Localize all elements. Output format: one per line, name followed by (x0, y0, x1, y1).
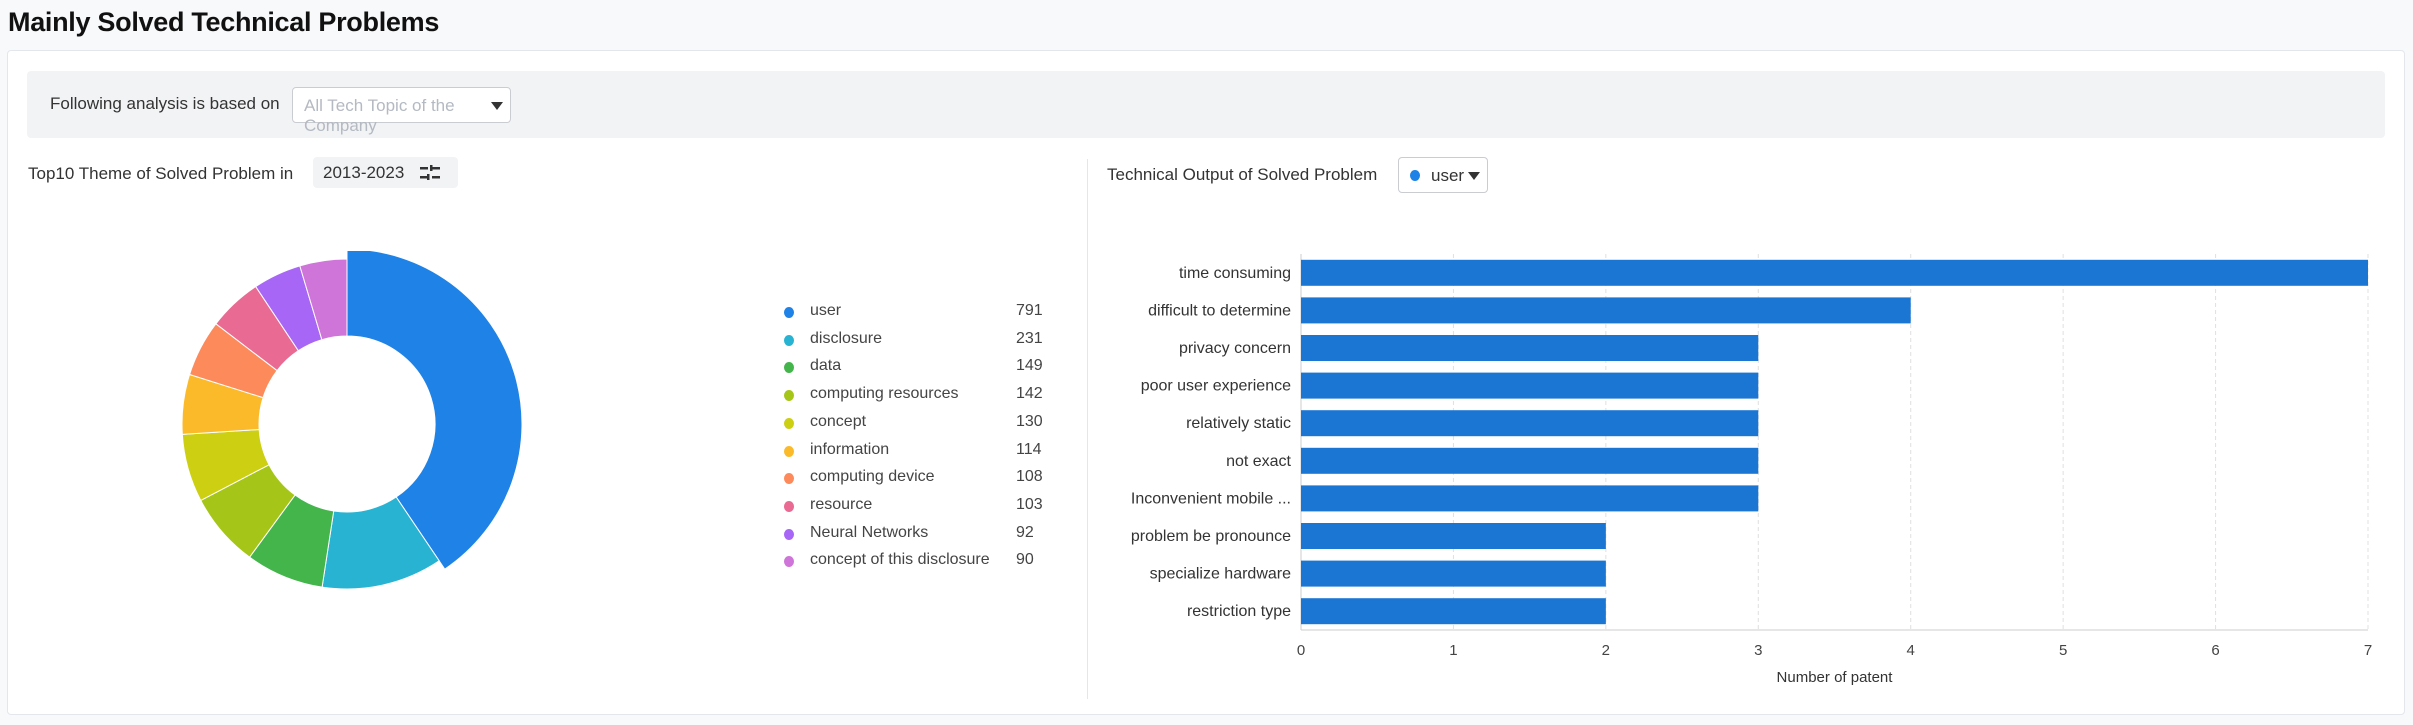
legend-dot (784, 418, 794, 429)
x-tick-label: 2 (1602, 642, 1610, 659)
legend-item[interactable]: disclosure231 (778, 328, 1038, 352)
legend-dot (784, 473, 794, 484)
y-category-label: poor user experience (1141, 378, 1291, 395)
legend-dot (784, 501, 794, 512)
legend-label: computing resources (810, 385, 959, 403)
legend-dot (784, 307, 794, 318)
legend-value: 791 (1016, 302, 1043, 320)
bar[interactable] (1301, 260, 2368, 286)
x-tick-label: 1 (1449, 642, 1457, 659)
bar[interactable] (1301, 297, 1911, 323)
content-panel: Following analysis is based on All Tech … (7, 50, 2405, 715)
legend-item[interactable]: resource103 (778, 494, 1038, 518)
bar[interactable] (1301, 410, 1758, 436)
legend-item[interactable]: computing resources142 (778, 383, 1038, 407)
y-category-label: problem be pronounce (1131, 528, 1291, 545)
legend-item[interactable]: computing device108 (778, 466, 1038, 490)
legend-value: 130 (1016, 413, 1043, 431)
legend-value: 114 (1016, 441, 1042, 459)
legend-label: Neural Networks (810, 524, 928, 542)
topic-select-placeholder: All Tech Topic of the Company (304, 96, 455, 135)
year-range: 2013-2023 (323, 163, 404, 182)
legend-label: user (810, 302, 841, 320)
legend-value: 149 (1016, 357, 1043, 375)
legend-label: information (810, 441, 889, 459)
legend-item[interactable]: concept of this disclosure 90 (778, 549, 1038, 573)
caret-down-icon (1468, 172, 1480, 180)
legend-value: 103 (1016, 496, 1043, 514)
y-category-label: privacy concern (1179, 340, 1291, 357)
series-select[interactable]: user (1398, 157, 1488, 193)
legend-value: 142 (1016, 385, 1043, 403)
filter-bar: Following analysis is based on All Tech … (27, 71, 2385, 138)
legend-label: concept of this disclosure (810, 551, 990, 569)
legend-label: computing device (810, 468, 935, 486)
legend-label: concept (810, 413, 866, 431)
y-category-label: restriction type (1187, 603, 1291, 620)
donut-title: Top10 Theme of Solved Problem in (28, 164, 293, 184)
legend-item[interactable]: concept130 (778, 411, 1038, 435)
bar[interactable] (1301, 373, 1758, 399)
x-tick-label: 6 (2211, 642, 2219, 659)
bar[interactable] (1301, 448, 1758, 474)
bar[interactable] (1301, 598, 1606, 624)
legend-dot (784, 446, 794, 457)
legend-item[interactable]: user791 (778, 300, 1038, 324)
year-range-button[interactable]: 2013-2023 (313, 157, 458, 188)
sliders-icon[interactable] (420, 165, 440, 181)
legend-value: 90 (1016, 551, 1034, 569)
legend-dot (784, 529, 794, 540)
bar-chart-title: Technical Output of Solved Problem (1107, 165, 1377, 185)
legend-item[interactable]: information114 (778, 439, 1038, 463)
y-category-label: difficult to determine (1148, 302, 1291, 319)
legend-value: 92 (1016, 524, 1034, 542)
y-category-label: relatively static (1186, 415, 1291, 432)
legend-item[interactable]: data149 (778, 355, 1038, 379)
bar[interactable] (1301, 561, 1606, 587)
x-tick-label: 0 (1297, 642, 1305, 659)
legend-dot (784, 362, 794, 373)
legend-value: 108 (1016, 468, 1043, 486)
y-category-label: not exact (1226, 453, 1291, 470)
legend-label: disclosure (810, 330, 882, 348)
donut-chart (158, 251, 558, 651)
series-select-value: user (1431, 166, 1464, 185)
series-color-dot (1410, 170, 1420, 181)
x-axis-title: Number of patent (1777, 669, 1894, 686)
bar[interactable] (1301, 335, 1758, 361)
legend-dot (784, 390, 794, 401)
legend-value: 231 (1016, 330, 1043, 348)
topic-select[interactable]: All Tech Topic of the Company (292, 87, 511, 123)
caret-down-icon (491, 102, 503, 110)
legend-label: data (810, 357, 841, 375)
legend-label: resource (810, 496, 872, 514)
x-tick-label: 3 (1754, 642, 1762, 659)
y-category-label: Inconvenient mobile ... (1131, 490, 1291, 507)
y-category-label: time consuming (1179, 265, 1291, 282)
page-title: Mainly Solved Technical Problems (8, 4, 439, 40)
legend-item[interactable]: Neural Networks 92 (778, 522, 1038, 546)
legend-dot (784, 335, 794, 346)
y-category-label: specialize hardware (1150, 566, 1292, 583)
legend-dot (784, 556, 794, 567)
bar[interactable] (1301, 485, 1758, 511)
bar[interactable] (1301, 523, 1606, 549)
filter-label: Following analysis is based on (50, 94, 280, 114)
x-tick-label: 4 (1907, 642, 1915, 659)
x-tick-label: 5 (2059, 642, 2067, 659)
bar-chart: 0 1 2 3 4 5 6 7 time consuming difficult to deter… (1088, 241, 2398, 711)
x-tick-label: 7 (2364, 642, 2372, 659)
